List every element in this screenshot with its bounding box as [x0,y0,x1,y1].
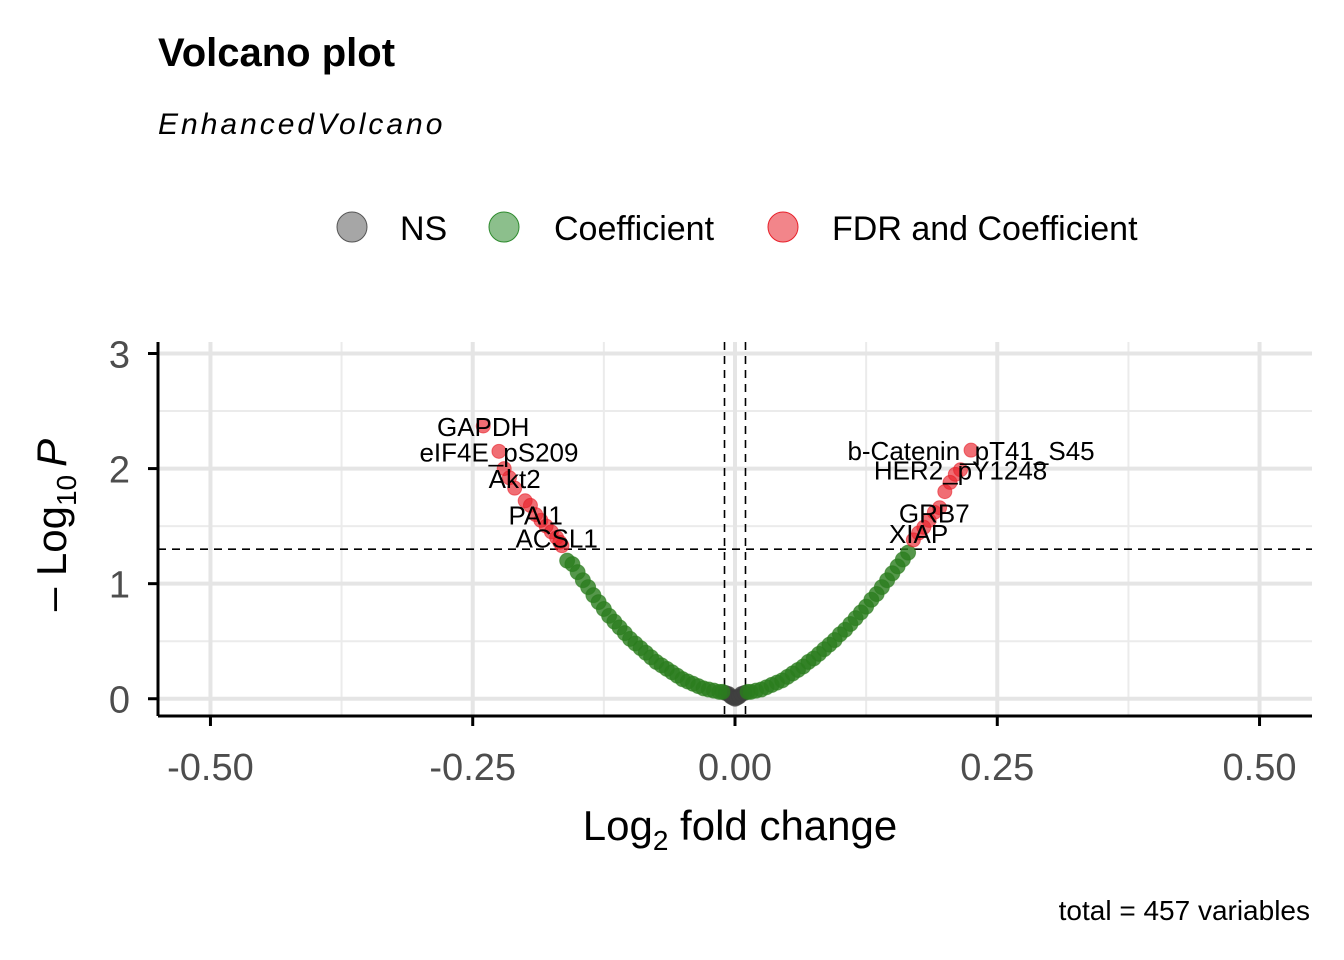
y-axis-title-var: P [28,439,75,467]
legend-label-coefficient: Coefficient [554,210,715,248]
point-fdr [491,443,507,459]
point-label: XIAP [889,519,948,549]
y-axis-title-prefix: – Log [28,506,75,611]
point-label: PAI1 [508,501,562,531]
x-tick-label: -0.25 [429,747,516,789]
axes: -0.50 -0.25 0.00 0.25 0.50 0 1 2 3 [109,335,1312,789]
point-label: eIF4E_pS209 [419,437,578,467]
y-tick-label: 1 [109,565,130,607]
point-fdr [963,442,979,458]
chart-title: Volcano plot [158,31,395,75]
x-axis-title-sub: 2 [653,825,669,856]
point-label: Akt2 [489,464,541,494]
chart-caption: total = 457 variables [1059,895,1310,926]
cutoff-lines [158,342,1312,716]
x-axis-title: Log2 fold change [583,802,898,856]
legend-marker-ns [336,211,368,243]
y-tick-label: 2 [109,450,130,492]
y-tick-label: 3 [109,335,130,377]
y-axis-title-sub: 10 [51,475,82,506]
point-fdr [953,462,969,478]
x-tick-label: 0.00 [698,747,772,789]
point-fdr [475,418,491,434]
legend-label-ns: NS [400,210,447,248]
x-tick-label: 0.50 [1223,747,1297,789]
point-fdr [507,480,523,496]
chart-subtitle: EnhancedVolcano [158,108,445,141]
x-axis-title-rest: fold change [668,802,897,849]
point-label: HER2_pY1248 [874,456,1047,486]
point-fdr [932,500,948,516]
point-label: b-Catenin_pT41_S45 [847,436,1094,466]
x-tick-label: 0.25 [960,747,1034,789]
legend-marker-fdr [767,211,799,243]
data-points [475,418,979,707]
point-label: ACSL1 [515,524,597,554]
point-label: GRB7 [899,498,970,528]
point-fdr [554,538,570,554]
point-label: GAPDH [437,412,529,442]
legend: NS Coefficient FDR and Coefficient [336,210,1138,248]
y-axis-title: – Log10 P [28,439,82,611]
legend-marker-coefficient [488,211,520,243]
point-coefficient [714,683,731,700]
x-tick-label: -0.50 [167,747,254,789]
grid [158,342,1312,716]
y-tick-label: 0 [109,680,130,722]
x-axis-title-base: Log [583,802,653,849]
legend-label-fdr: FDR and Coefficient [832,210,1138,248]
